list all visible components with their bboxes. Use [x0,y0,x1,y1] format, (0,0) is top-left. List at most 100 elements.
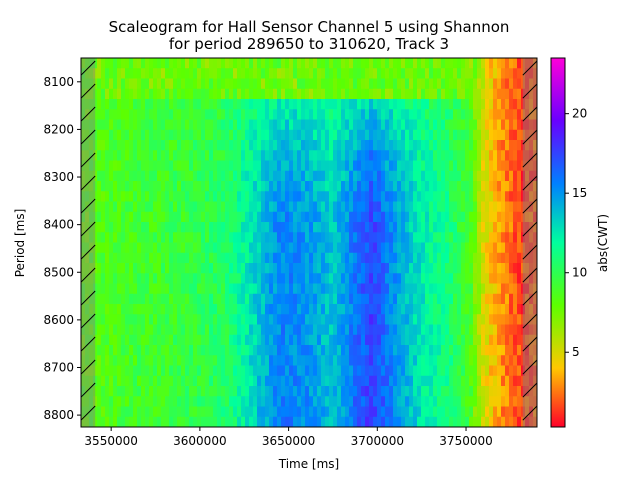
heatmap-cell [521,99,526,110]
heatmap-cell [533,406,537,418]
heatmap-cell [241,293,246,305]
heatmap-cell [305,150,310,162]
heatmap-cell [273,242,278,254]
heatmap-cell [325,129,330,141]
heatmap-cell [89,119,94,131]
heatmap-cell [93,181,98,192]
heatmap-cell [453,273,458,285]
heatmap-cell [433,211,438,223]
heatmap-cell [417,416,422,427]
heatmap-cell [353,314,358,326]
heatmap-cell [81,396,86,408]
heatmap-cell [221,273,226,285]
heatmap-cell [245,396,250,408]
heatmap-cell [101,140,106,151]
heatmap-cell [161,396,166,408]
heatmap-cell [153,375,158,387]
heatmap-cell [353,160,358,172]
heatmap-cell [401,324,406,336]
heatmap-cell [425,304,430,315]
heatmap-cell [257,334,262,346]
heatmap-cell [121,252,126,264]
heatmap-cell [321,334,326,346]
heatmap-cell [533,191,537,203]
heatmap-cell [277,129,282,141]
heatmap-cell [285,252,290,264]
heatmap-cell [229,58,234,69]
heatmap-cell [85,345,90,356]
heatmap-cell [313,334,318,346]
heatmap-cell [165,263,170,274]
heatmap-cell [185,170,190,182]
heatmap-cell [489,386,494,397]
heatmap-cell [289,129,294,141]
heatmap-cell [265,355,270,367]
heatmap-cell [101,99,106,110]
heatmap-cell [385,416,390,427]
heatmap-cell [269,252,274,264]
heatmap-cell [425,252,430,264]
heatmap-cell [473,99,478,110]
heatmap-cell [517,416,522,427]
heatmap-cell [81,334,86,346]
heatmap-cell [237,150,242,162]
heatmap-cell [293,355,298,367]
heatmap-cell [265,334,270,346]
heatmap-cell [269,416,274,427]
heatmap-cell [473,222,478,233]
heatmap-cell [161,314,166,326]
heatmap-cell [177,252,182,264]
heatmap-cell [149,263,154,274]
heatmap-cell [141,211,146,223]
heatmap-cell [345,109,350,121]
heatmap-cell [373,324,378,336]
heatmap-cell [509,273,514,285]
heatmap-cell [445,140,450,151]
heatmap-cell [97,304,102,315]
y-tick-label: 8800 [43,408,74,422]
heatmap-cell [125,129,130,141]
heatmap-cell [341,99,346,110]
heatmap-cell [473,345,478,356]
heatmap-cell [429,355,434,367]
heatmap-cell [181,304,186,315]
heatmap-cell [233,58,238,69]
heatmap-cell [365,201,370,213]
heatmap-cell [385,365,390,377]
heatmap-cell [113,242,118,254]
heatmap-cell [105,181,110,192]
heatmap-cell [469,355,474,367]
heatmap-cell [513,324,518,336]
heatmap-cell [401,334,406,346]
heatmap-cell [505,252,510,264]
heatmap-cell [145,242,150,254]
heatmap-cell [373,201,378,213]
heatmap-cell [441,119,446,131]
heatmap-cell [249,170,254,182]
heatmap-cell [269,201,274,213]
heatmap-cell [105,283,110,295]
heatmap-cell [445,365,450,377]
heatmap-cell [465,406,470,418]
heatmap-cell [145,345,150,356]
heatmap-cell [117,140,122,151]
heatmap-cell [373,375,378,387]
heatmap-cell [153,232,158,244]
heatmap-cell [265,252,270,264]
heatmap-cell [285,355,290,367]
heatmap-cell [261,252,266,264]
heatmap-cell [493,314,498,326]
heatmap-cell [413,140,418,151]
heatmap-cell [417,334,422,346]
heatmap-cell [305,58,310,69]
heatmap-cell [305,109,310,121]
heatmap-cell [401,365,406,377]
heatmap-cell [445,334,450,346]
heatmap-cell [473,365,478,377]
heatmap-cell [149,345,154,356]
heatmap-cell [513,386,518,397]
heatmap-cell [365,263,370,274]
heatmap-cell [133,375,138,387]
heatmap-cell [297,345,302,356]
heatmap-cell [129,314,134,326]
